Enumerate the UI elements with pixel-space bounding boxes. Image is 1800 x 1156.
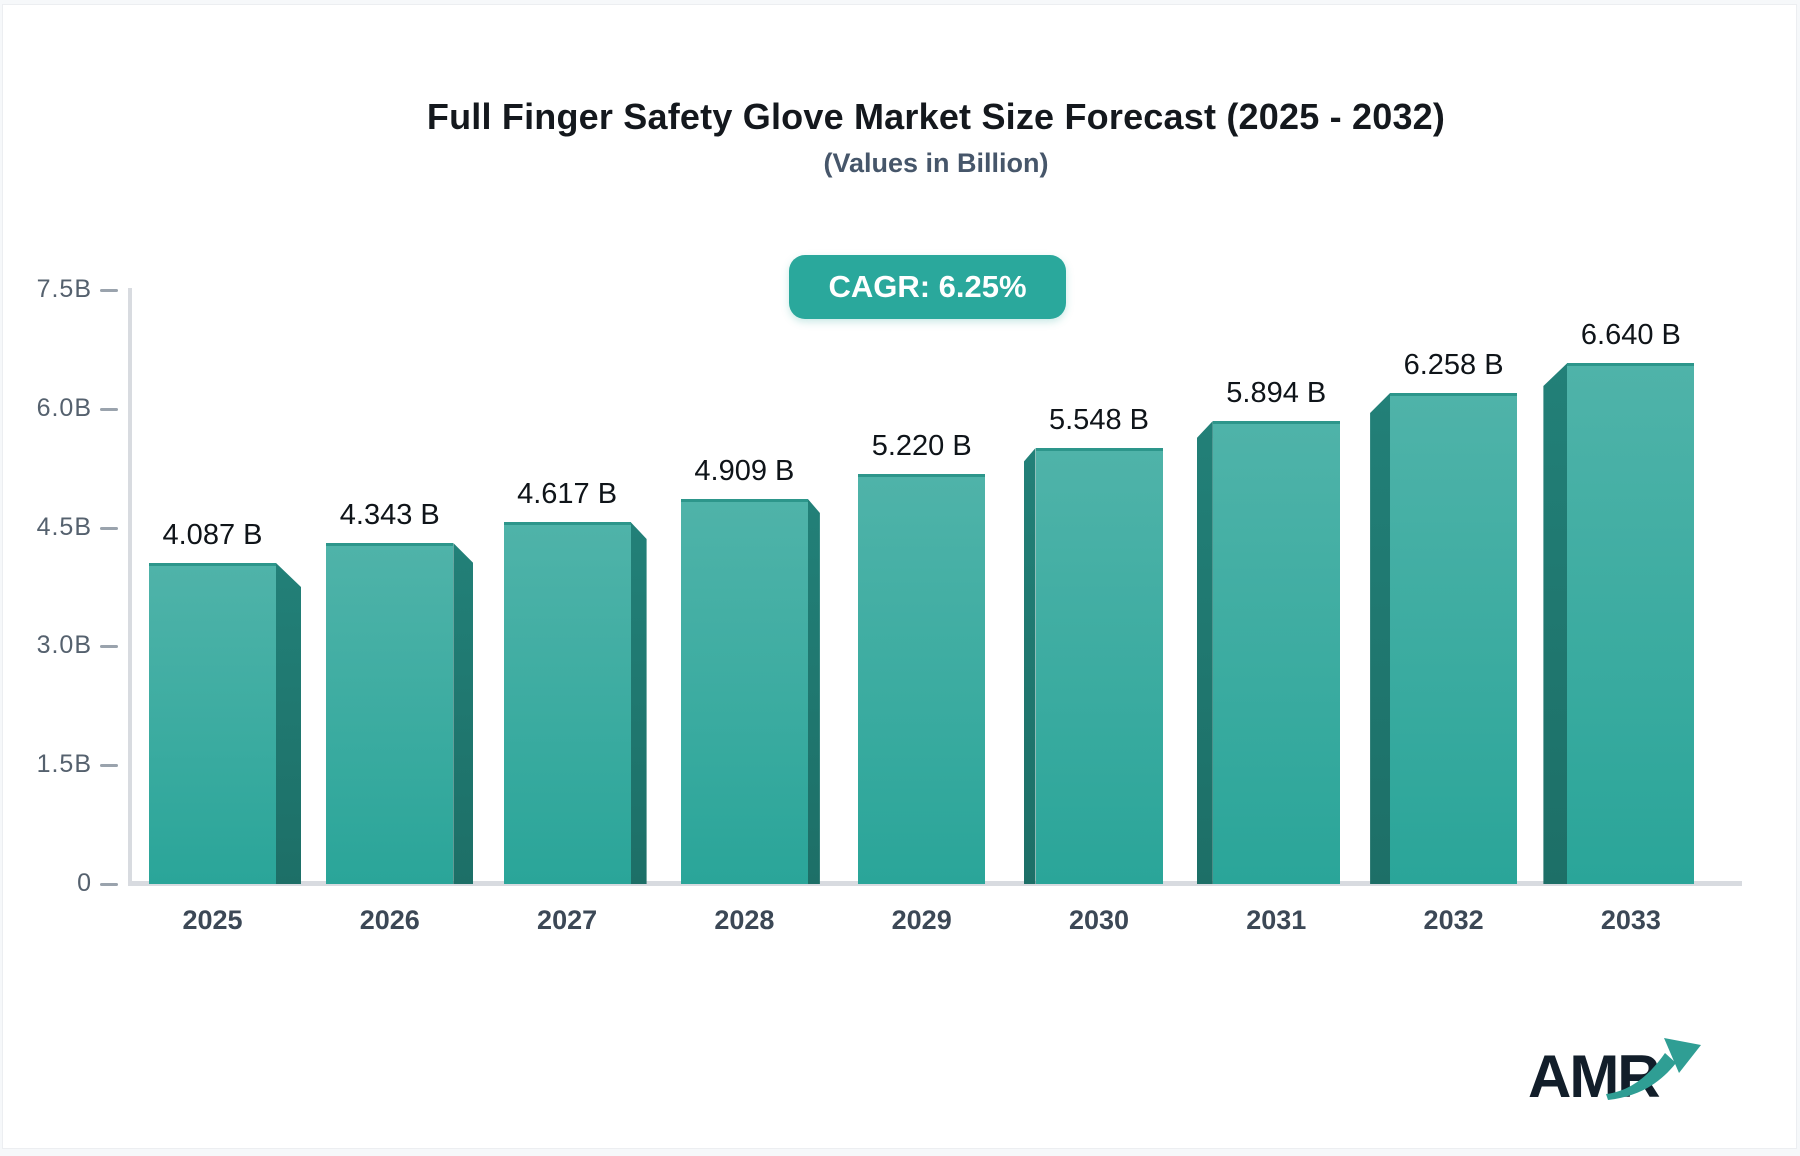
bar-value-label: 4.909 B bbox=[694, 455, 795, 487]
x-axis-label-2025: 2025 bbox=[182, 905, 243, 935]
y-axis-tick-label: 6.0B bbox=[36, 393, 92, 422]
bar-2027[interactable] bbox=[503, 522, 631, 884]
x-axis-label-2026: 2026 bbox=[359, 905, 420, 935]
bar-side-face bbox=[1196, 421, 1213, 884]
x-axis-label-2027: 2027 bbox=[537, 905, 598, 935]
bar-value-label: 5.548 B bbox=[1049, 404, 1149, 436]
bar-2030[interactable] bbox=[1035, 448, 1163, 884]
bar-2028[interactable] bbox=[680, 499, 808, 884]
chart-title: Full Finger Safety Glove Market Size For… bbox=[426, 96, 1446, 137]
bar-side-face bbox=[1543, 363, 1568, 884]
y-axis-tick-mark bbox=[100, 289, 118, 292]
y-axis-tick-mark bbox=[100, 526, 118, 530]
bar-side-face bbox=[276, 563, 301, 884]
x-axis-label-2032: 2032 bbox=[1423, 905, 1484, 935]
bar-2025[interactable] bbox=[149, 563, 276, 884]
y-axis-line bbox=[128, 288, 132, 886]
bar-side-face bbox=[630, 522, 647, 884]
x-axis-label-2033: 2033 bbox=[1600, 905, 1661, 935]
x-axis-label-2028: 2028 bbox=[714, 905, 775, 935]
bar-value-label: 4.343 B bbox=[339, 499, 440, 531]
y-axis-tick-mark bbox=[100, 883, 118, 886]
y-axis-tick-label: 0 bbox=[77, 869, 92, 897]
x-axis-label-2029: 2029 bbox=[891, 905, 952, 935]
bar-value-label: 4.617 B bbox=[517, 478, 618, 510]
y-axis-tick-label: 4.5B bbox=[36, 512, 92, 541]
growth-arrow-icon bbox=[1606, 1038, 1701, 1100]
bar-value-label: 5.220 B bbox=[871, 430, 972, 462]
bar-side-face bbox=[453, 543, 474, 884]
y-axis-tick-mark bbox=[100, 764, 118, 768]
chart-subtitle: (Values in Billion) bbox=[823, 148, 1049, 178]
y-axis-tick-label: 7.5B bbox=[36, 275, 92, 303]
x-axis-label-2031: 2031 bbox=[1246, 905, 1307, 935]
bar-2032[interactable] bbox=[1390, 393, 1518, 884]
bar-side-face bbox=[807, 499, 820, 884]
logo-text: AMR bbox=[1528, 1043, 1661, 1110]
bar-side-face bbox=[1023, 448, 1036, 884]
bar-2033[interactable] bbox=[1567, 363, 1695, 884]
bar-2029[interactable] bbox=[858, 474, 986, 884]
bar-side-face bbox=[1370, 393, 1391, 884]
bar-value-label: 6.640 B bbox=[1580, 319, 1681, 351]
bar-2031[interactable] bbox=[1212, 421, 1340, 884]
bar-value-label: 6.258 B bbox=[1403, 349, 1504, 381]
bar-2026[interactable] bbox=[326, 543, 454, 884]
y-axis-tick-mark bbox=[100, 407, 118, 411]
cagr-badge: CAGR: 6.25% bbox=[789, 255, 1066, 319]
y-axis-tick-mark bbox=[100, 645, 118, 649]
bar-value-label: 5.894 B bbox=[1226, 377, 1327, 409]
y-axis-tick-label: 1.5B bbox=[36, 750, 92, 779]
bar-value-label: 4.087 B bbox=[162, 519, 263, 551]
x-axis-label-2030: 2030 bbox=[1068, 905, 1130, 935]
y-axis-tick-label: 3.0B bbox=[36, 631, 92, 660]
